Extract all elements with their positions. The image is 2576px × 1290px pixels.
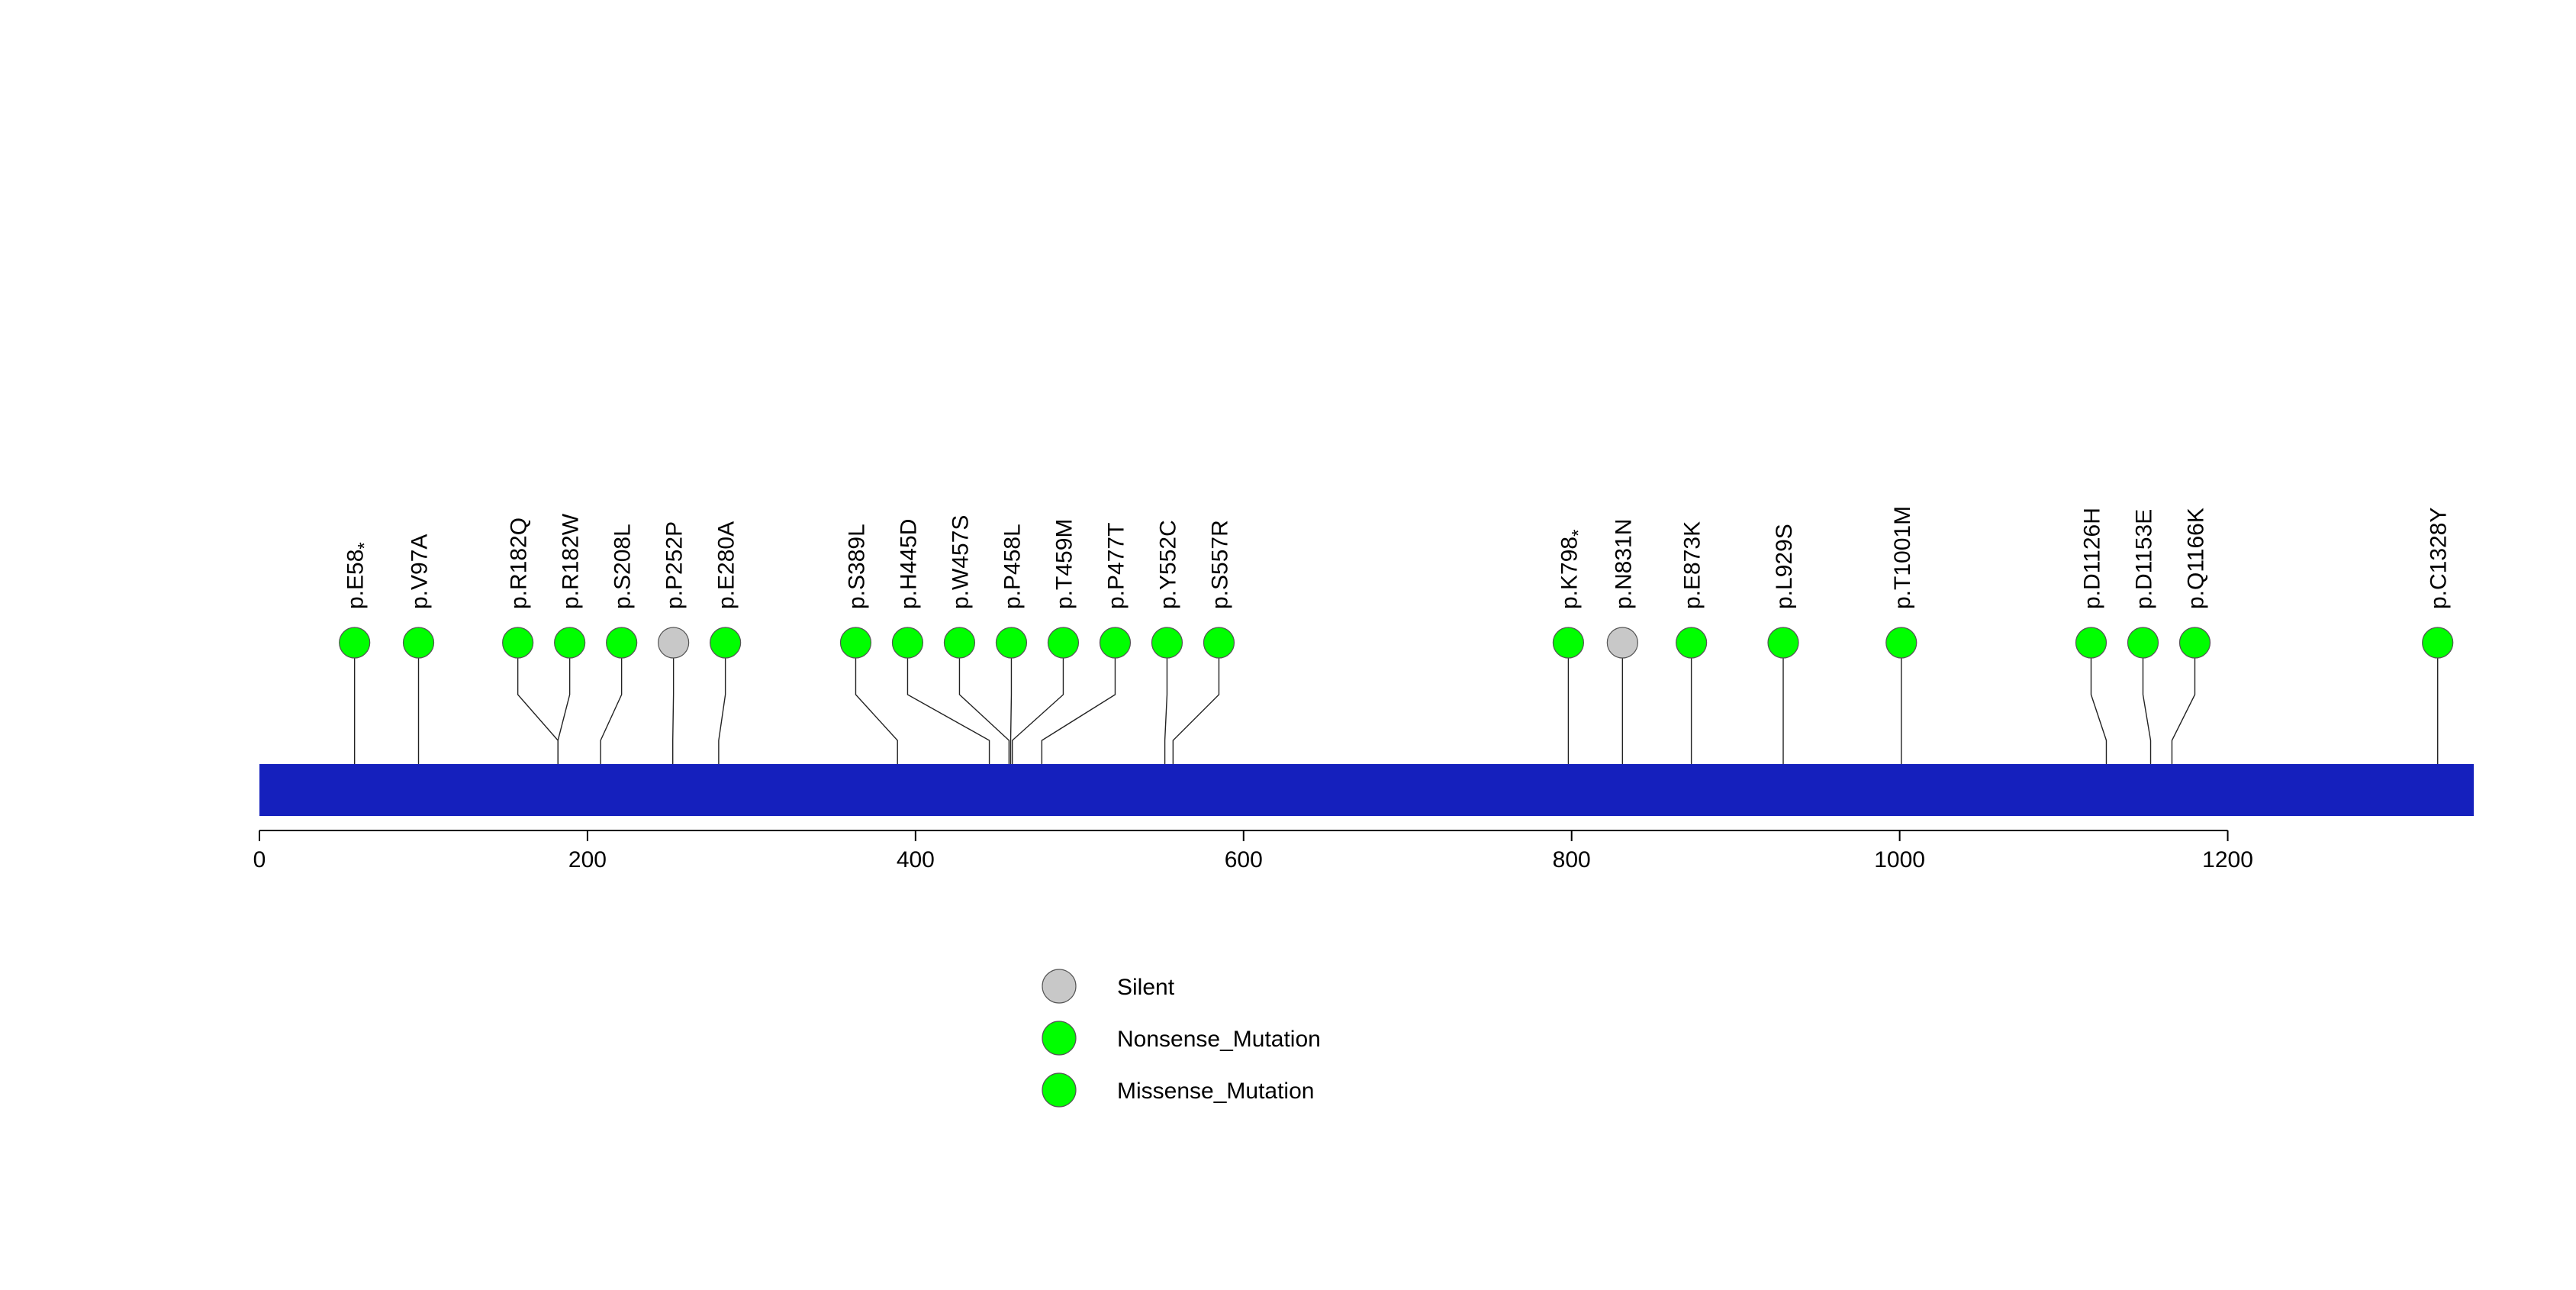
lollipop-p-p477t <box>1099 627 1132 659</box>
lollipop-p-n831n <box>1606 627 1638 659</box>
x-tick-label: 400 <box>897 847 935 872</box>
x-tick-label: 800 <box>1553 847 1591 872</box>
lollipop-p-r182w <box>554 627 586 659</box>
nonsense-star: * <box>355 542 375 549</box>
mutation-label-p-d1153e: p.D1153E <box>2131 509 2156 609</box>
mutation-label-p-e280a: p.E280A <box>714 521 739 609</box>
lollipop-p-e280a <box>710 627 742 659</box>
legend-swatch-missense-mutation <box>1042 1072 1077 1108</box>
x-tick-label: 1200 <box>2202 847 2253 872</box>
mutation-label-p-s208l: p.S208L <box>610 524 636 609</box>
lollipop-p-s389l <box>839 627 872 659</box>
mutation-label-p-c1328y: p.C1328Y <box>2426 508 2452 609</box>
mutation-label-p-k798: p.K798* <box>1557 530 1589 609</box>
mutation-label-p-p252p: p.P252P <box>662 521 687 609</box>
mutation-label-p-t1001m: p.T1001M <box>1890 506 1915 609</box>
mutation-label-p-s557r: p.S557R <box>1207 520 1232 609</box>
mutation-label-p-e873k: p.E873K <box>1680 521 1705 609</box>
legend-swatch-nonsense-mutation <box>1042 1021 1077 1056</box>
x-tick-label: 1000 <box>1874 847 1925 872</box>
mutation-label-p-p477t: p.P477T <box>1103 523 1129 609</box>
mutation-label-p-h445d: p.H445D <box>896 519 921 609</box>
lollipop-p-k798 <box>1552 627 1585 659</box>
mutation-label-p-r182w: p.R182W <box>559 513 584 609</box>
lollipop-p-d1126h <box>2075 627 2107 659</box>
lollipop-p-v97a <box>402 627 435 659</box>
x-tick-label: 200 <box>568 847 607 872</box>
legend-swatch-silent <box>1042 969 1077 1004</box>
mutation-label-p-w457s: p.W457S <box>948 515 973 609</box>
lollipop-p-q1166k <box>2178 627 2211 659</box>
mutation-label-p-s389l: p.S389L <box>844 524 869 609</box>
lollipop-p-r182q <box>502 627 534 659</box>
lollipop-p-t459m <box>1047 627 1080 659</box>
lollipop-p-c1328y <box>2422 627 2454 659</box>
lollipop-p-d1153e <box>2127 627 2159 659</box>
mutation-label-p-y552c: p.Y552C <box>1155 520 1180 609</box>
mutation-label-p-r182q: p.R182Q <box>507 518 532 609</box>
mutation-label-p-t459m: p.T459M <box>1051 519 1077 609</box>
lollipop-p-p458l <box>995 627 1028 659</box>
x-tick-label: 600 <box>1225 847 1263 872</box>
lollipop-p-e873k <box>1676 627 1708 659</box>
legend-label-nonsense-mutation: Nonsense_Mutation <box>1117 1027 1321 1052</box>
legend: Silent Nonsense_Mutation Missense_Mutation <box>1042 969 1321 1108</box>
mutation-label-p-v97a: p.V97A <box>407 534 433 609</box>
lollipop-p-s208l <box>606 627 638 659</box>
protein-bar <box>259 764 2474 816</box>
nonsense-star: * <box>1568 530 1589 537</box>
lollipop-p-w457s <box>943 627 976 659</box>
lollipop-p-p252p <box>658 627 690 659</box>
lollipop-p-h445d <box>891 627 924 659</box>
mutation-label-p-l929s: p.L929S <box>1772 524 1797 609</box>
mutation-label-p-p458l: p.P458L <box>1000 524 1025 609</box>
mutation-label-p-d1126h: p.D1126H <box>2079 508 2104 609</box>
lollipop-p-l929s <box>1767 627 1799 659</box>
lollipop-p-e58 <box>339 627 371 659</box>
mutation-label-p-q1166k: p.Q1166K <box>2183 508 2208 609</box>
lollipop-layer <box>339 627 2454 659</box>
x-tick-label: 0 <box>253 847 266 872</box>
x-axis: 0 200 400 600 800 1000 1200 <box>253 830 2253 872</box>
lollipop-p-y552c <box>1151 627 1183 659</box>
lollipop-p-t1001m <box>1885 627 1918 659</box>
legend-label-silent: Silent <box>1117 975 1175 1000</box>
lollipop-p-s557r <box>1203 627 1235 659</box>
mutation-label-p-n831n: p.N831N <box>1611 519 1636 609</box>
mutation-label-p-e58: p.E58* <box>343 542 375 609</box>
legend-label-missense-mutation: Missense_Mutation <box>1117 1079 1314 1104</box>
mutation-label-layer: p.E58* p.V97A p.R182Q p.R182W p.S208L p.P252P… <box>343 506 2452 609</box>
